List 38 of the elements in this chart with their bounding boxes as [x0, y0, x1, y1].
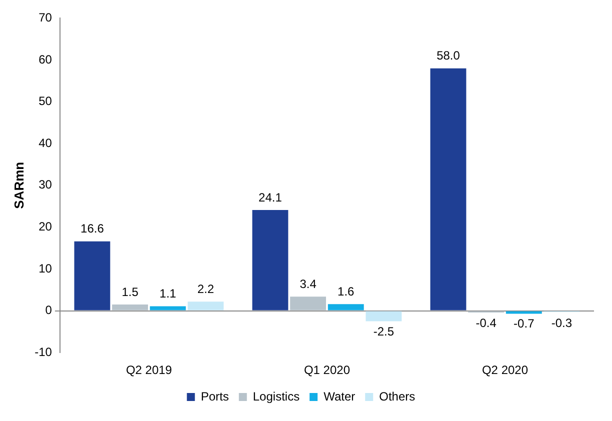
bar [150, 306, 186, 310]
bar [328, 304, 364, 310]
data-label: 24.1 [258, 190, 282, 204]
bar [252, 210, 288, 310]
y-tick-label: -10 [34, 344, 52, 359]
x-tick-label: Q2 2019 [126, 363, 172, 378]
y-tick-label: 30 [38, 178, 52, 192]
data-label: 3.4 [300, 276, 317, 291]
y-tick-label: 20 [38, 220, 52, 234]
data-label: -0.7 [514, 316, 535, 331]
y-tick-label: 10 [38, 261, 52, 276]
bar [112, 304, 148, 310]
data-label: 2.2 [197, 282, 214, 296]
x-tick-label: Q1 2020 [304, 363, 350, 378]
x-tick-label: Q2 2020 [482, 363, 528, 378]
legend-label: Others [379, 389, 416, 404]
bar [430, 68, 466, 310]
y-axis-title: SARmn [11, 162, 26, 209]
y-tick-label: 70 [38, 10, 52, 25]
bar [74, 241, 110, 310]
data-label: 1.1 [160, 286, 177, 301]
y-tick-label: 60 [38, 52, 52, 66]
data-label: -2.5 [373, 324, 394, 338]
y-tick-label: 40 [38, 136, 52, 150]
legend-label: Logistics [252, 389, 300, 404]
data-label: 1.5 [122, 284, 139, 299]
data-label: 16.6 [80, 222, 104, 236]
data-label: 1.6 [338, 284, 355, 298]
bar [366, 311, 402, 322]
y-tick-label: 0 [45, 303, 52, 318]
data-label: -0.4 [476, 316, 497, 330]
data-label: 58.0 [436, 48, 460, 63]
y-tick-label: 50 [38, 94, 52, 108]
bar [290, 296, 326, 310]
data-label: -0.3 [551, 316, 572, 330]
bar [188, 302, 224, 310]
legend-label: Water [324, 389, 356, 404]
legend-label: Ports [200, 389, 229, 404]
